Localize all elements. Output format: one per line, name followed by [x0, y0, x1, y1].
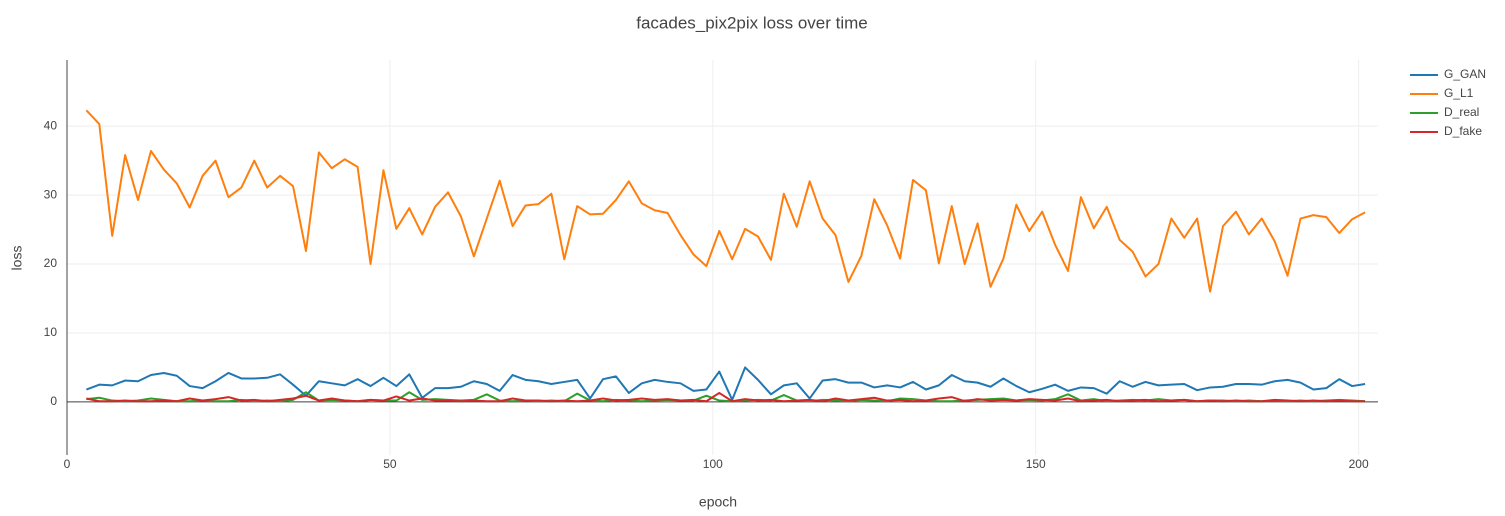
x-axis-label: epoch [699, 494, 737, 510]
chart-title: facades_pix2pix loss over time [636, 13, 868, 32]
legend-label: D_fake [1444, 124, 1482, 138]
series-line [86, 366, 1366, 401]
x-tick-label: 100 [703, 457, 723, 471]
series-line [86, 391, 1366, 403]
y-axis-label: loss [9, 246, 25, 271]
y-tick-label: 10 [44, 325, 58, 339]
x-tick-label: 50 [383, 457, 397, 471]
x-tick-label: 150 [1026, 457, 1046, 471]
legend-label: D_real [1444, 105, 1479, 119]
y-tick-label: 20 [44, 256, 58, 270]
legend-label: G_L1 [1444, 86, 1474, 100]
y-tick-label: 30 [44, 187, 58, 201]
x-tick-label: 0 [64, 457, 71, 471]
y-tick-label: 0 [50, 394, 57, 408]
series-line [85, 109, 1366, 293]
y-tick-label: 40 [44, 118, 58, 132]
x-tick-label: 200 [1349, 457, 1369, 471]
legend-label: G_GAN [1444, 67, 1486, 81]
